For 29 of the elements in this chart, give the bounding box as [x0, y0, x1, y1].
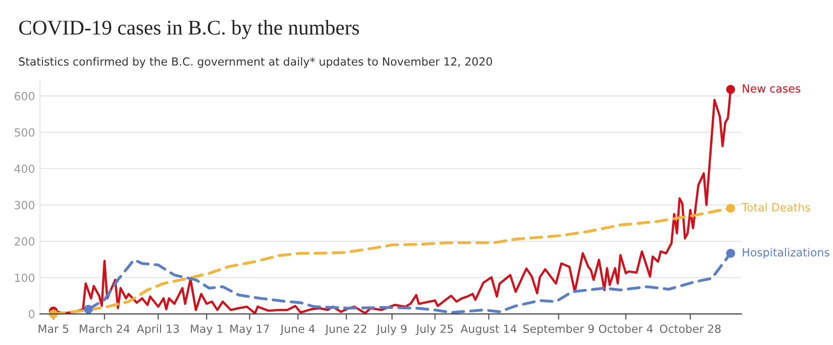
x-tick-label: Mar 5 — [38, 324, 68, 333]
x-tick-label: October 4 — [598, 324, 653, 333]
y-tick-label: 400 — [14, 164, 34, 173]
x-tick-label: September 9 — [523, 324, 594, 336]
x-tick-label: August 14 — [460, 324, 516, 336]
x-tick-label: October 28 — [660, 324, 721, 333]
point — [726, 248, 736, 258]
x-tick-label: June 4 — [280, 324, 315, 336]
chart-title: COVID-19 cases in B.C. by the numbers — [19, 20, 359, 39]
chart-subtitle: Statistics confirmed by the B.C. government at daily* updates to November 12, 2020 — [19, 57, 492, 68]
x-tick-label: March 24 — [80, 324, 130, 333]
y-tick-label: 200 — [14, 237, 34, 246]
x-tick-label: May 17 — [230, 324, 269, 336]
series-label: Total Deaths — [742, 202, 810, 212]
point — [726, 204, 736, 213]
y-tick-label: 600 — [14, 92, 34, 100]
x-tick-label: June 22 — [324, 324, 366, 336]
x-tick-label: July 9 — [376, 324, 407, 336]
x-tick-label: May 1 — [190, 324, 222, 336]
y-tick-label: 500 — [14, 128, 34, 137]
y-tick-label: 100 — [15, 274, 34, 282]
x-tick-label: April 13 — [136, 324, 179, 336]
y-tick-label: 0 — [28, 310, 34, 318]
point — [84, 304, 93, 314]
x-tick-label: July 25 — [416, 324, 453, 336]
series-label: New cases — [742, 84, 800, 93]
series-label: Hospitalizations — [742, 248, 830, 259]
point — [726, 84, 736, 94]
y-tick-label: 300 — [14, 200, 34, 210]
